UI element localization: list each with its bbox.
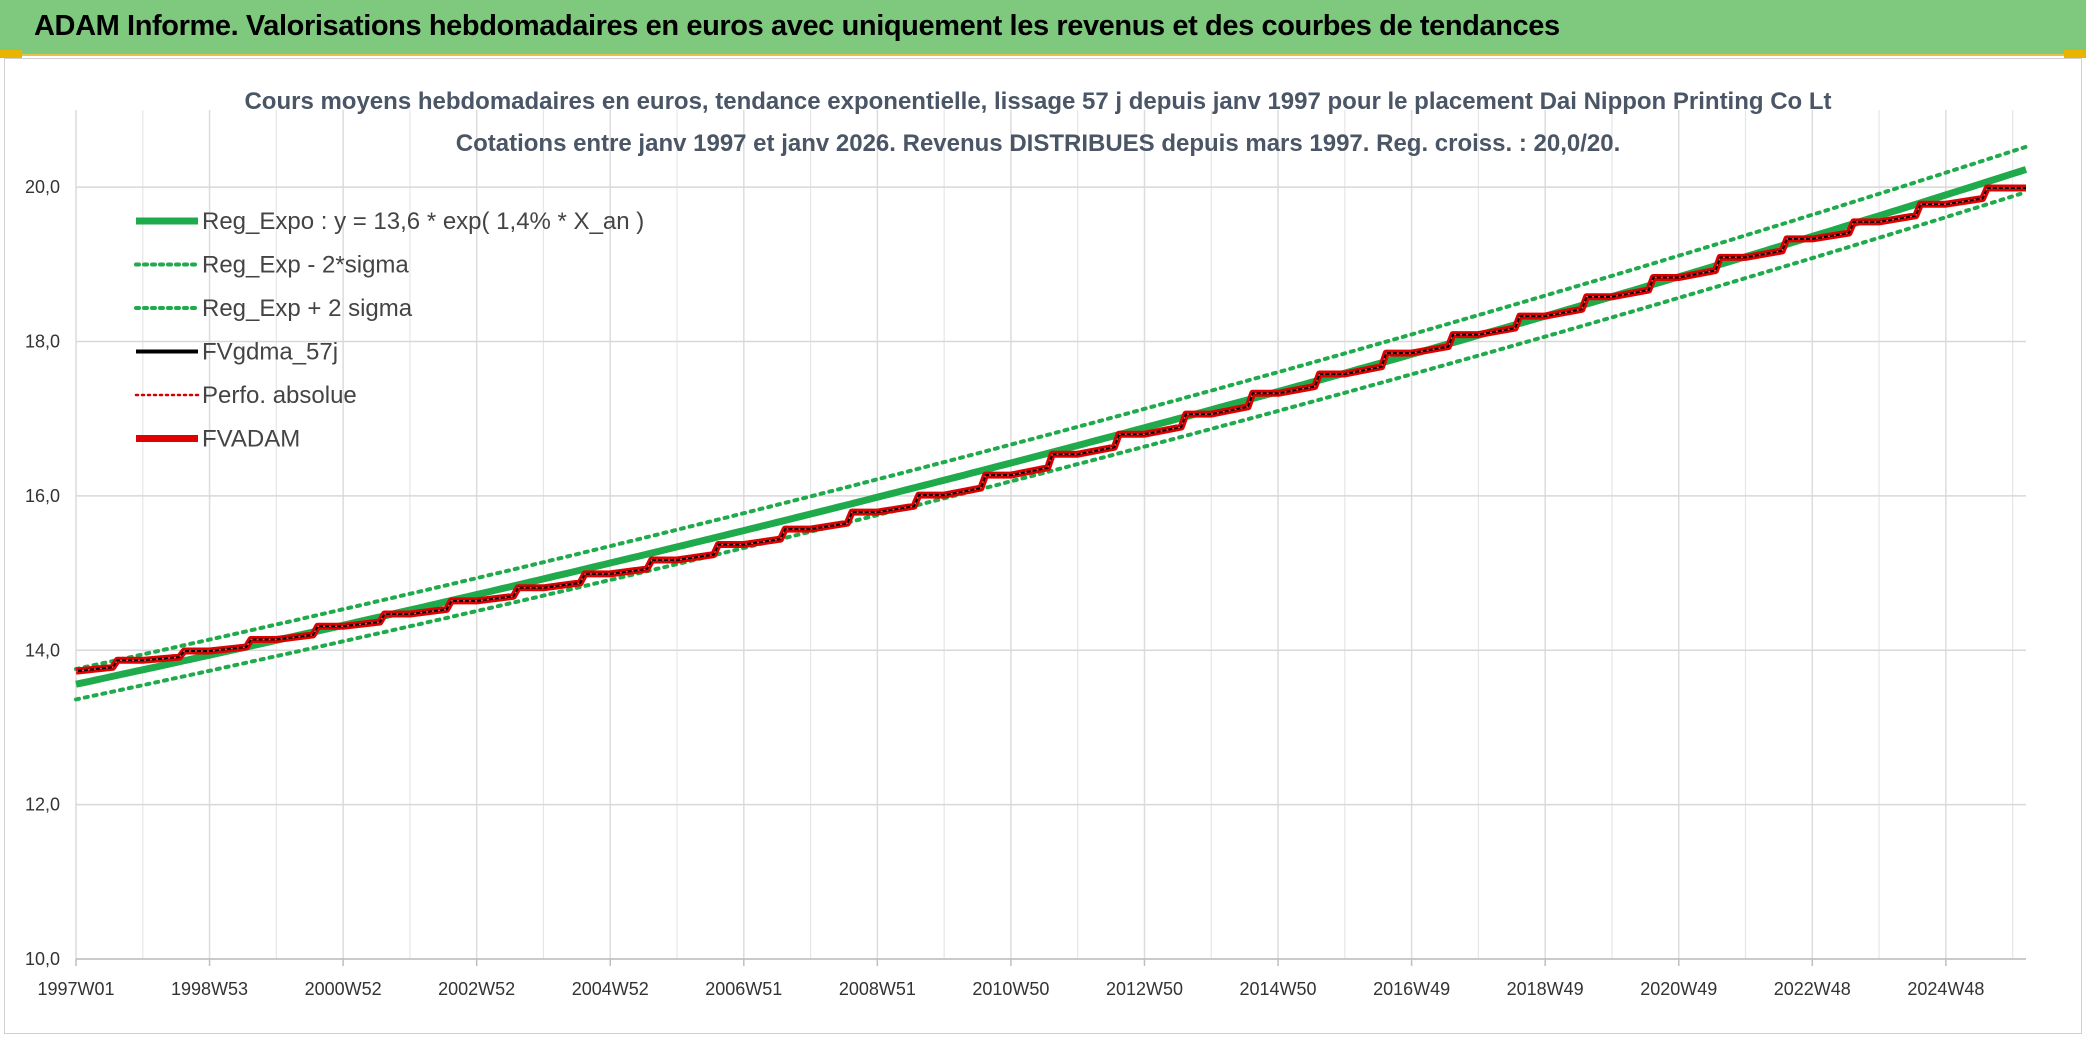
chart-subtitle: Cotations entre janv 1997 et janv 2026. … xyxy=(456,130,1621,157)
chart-axes: 10,0 12,0 14,0 16,0 18,0 20,0 1997W01 1998W53 20… xyxy=(25,177,2026,999)
series-reg-plus-2sigma xyxy=(74,144,2028,672)
x-tick-label: 2020W49 xyxy=(1640,979,1717,999)
legend-label: Reg_Exp + 2 sigma xyxy=(202,295,413,322)
chart-legend: Reg_Expo : y = 13,6 * exp( 1,4% * X_an )… xyxy=(134,208,644,453)
x-tick-label: 2018W49 xyxy=(1507,979,1584,999)
chart-title: Cours moyens hebdomadaires en euros, ten… xyxy=(244,88,1831,115)
y-tick-label: 20,0 xyxy=(25,177,60,197)
x-tick-label: 2000W52 xyxy=(305,979,382,999)
header-accent-left xyxy=(0,50,22,58)
legend-label: FVADAM xyxy=(202,426,300,453)
x-tick-label: 2012W50 xyxy=(1106,979,1183,999)
chart-series xyxy=(74,144,2028,702)
y-tick-label: 12,0 xyxy=(25,795,60,815)
x-tick-label: 2024W48 xyxy=(1907,979,1984,999)
header-accent-right xyxy=(2064,50,2086,58)
y-tick-label: 16,0 xyxy=(25,486,60,506)
series-reg-expo xyxy=(75,166,2028,688)
x-tick-label: 2022W48 xyxy=(1774,979,1851,999)
x-tick-label: 1997W01 xyxy=(37,979,114,999)
x-tick-label: 1998W53 xyxy=(171,979,248,999)
chart-area-border xyxy=(4,58,2082,1034)
legend-label: FVgdma_57j xyxy=(202,339,338,366)
y-tick-label: 18,0 xyxy=(25,332,60,352)
legend-label: Reg_Expo : y = 13,6 * exp( 1,4% * X_an ) xyxy=(202,208,644,235)
x-tick-label: 2016W49 xyxy=(1373,979,1450,999)
legend-label: Reg_Exp - 2*sigma xyxy=(202,252,409,279)
y-tick-label: 14,0 xyxy=(25,640,60,660)
x-tick-label: 2006W51 xyxy=(705,979,782,999)
x-tick-label: 2014W50 xyxy=(1240,979,1317,999)
x-tick-label: 2008W51 xyxy=(839,979,916,999)
y-tick-label: 10,0 xyxy=(25,949,60,969)
x-tick-label: 2010W50 xyxy=(972,979,1049,999)
report-title: ADAM Informe. Valorisations hebdomadaire… xyxy=(34,10,1560,42)
series-reg-minus-2sigma xyxy=(74,190,2028,702)
x-tick-label: 2004W52 xyxy=(572,979,649,999)
series-perfo-absolue xyxy=(75,187,2026,672)
legend-label: Perfo. absolue xyxy=(202,382,357,409)
report-header: ADAM Informe. Valorisations hebdomadaire… xyxy=(0,0,2086,56)
x-tick-label: 2002W52 xyxy=(438,979,515,999)
